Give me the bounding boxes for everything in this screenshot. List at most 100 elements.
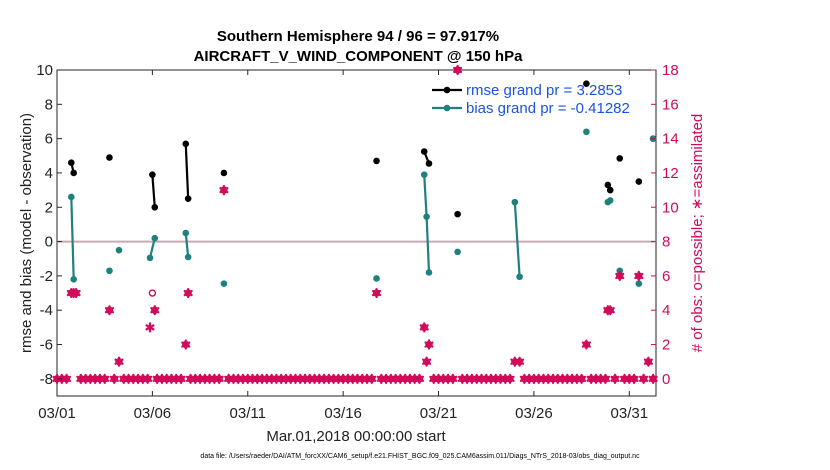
- x-tick-label: 03/06: [134, 405, 172, 422]
- bias-point: [606, 197, 614, 204]
- x-tick-label: 03/21: [420, 405, 458, 422]
- rmse-point: [420, 148, 428, 155]
- legend-marker-rmse: [443, 86, 451, 94]
- bias-line: [70, 196, 75, 280]
- y2-tick-label: 4: [662, 302, 670, 319]
- y2-tick-label: 12: [662, 165, 679, 182]
- rmse-point: [151, 203, 159, 211]
- bias-point: [70, 276, 77, 283]
- bias-point: [454, 248, 461, 256]
- obs-assimilated-star: [643, 356, 653, 367]
- bias-point: [146, 254, 154, 262]
- bias-point: [635, 280, 643, 287]
- rmse-point: [606, 186, 614, 194]
- chart-subtitle: AIRCRAFT_V_WIND_COMPONENT @ 150 hPa: [194, 48, 524, 65]
- y-tick-label: 0: [45, 234, 53, 251]
- y-axis-left: -8 -6 -4 -2 0 2 4 6 8 10: [36, 62, 62, 388]
- obs-assimilated-star: [515, 356, 525, 367]
- obs-assimilated-star: [61, 373, 72, 384]
- bias-point: [106, 267, 113, 275]
- obs-assimilated-star: [615, 270, 625, 281]
- bias-point: [220, 280, 228, 287]
- bias-point: [516, 273, 523, 281]
- y-tick-label: 2: [45, 199, 53, 216]
- rmse-point: [70, 169, 77, 177]
- obs-layer: [52, 64, 658, 384]
- y-tick-label: -2: [40, 268, 53, 285]
- legend: rmse grand pr = 3.2853 bias grand pr = -…: [432, 82, 630, 117]
- obs-assimilated-star: [581, 339, 591, 350]
- obs-assimilated-star: [150, 305, 160, 316]
- bias-point: [68, 193, 75, 201]
- obs-assimilated-star: [448, 373, 458, 384]
- rmse-point: [583, 80, 590, 88]
- y2-tick-label: 2: [662, 337, 670, 354]
- y2-tick-label: 8: [662, 234, 670, 251]
- bias-point: [511, 198, 519, 206]
- obs-assimilated-star: [629, 373, 639, 384]
- bias-point: [184, 253, 192, 261]
- obs-assimilated-star: [605, 305, 615, 316]
- x-tick-label: 03/11: [230, 405, 266, 422]
- x-tick-label: 03/16: [324, 405, 362, 422]
- bias-point: [115, 246, 123, 254]
- obs-assimilated-star: [577, 373, 587, 384]
- rmse-point: [604, 181, 612, 189]
- y2-tick-label: 18: [662, 62, 679, 79]
- obs-assimilated-star: [114, 356, 124, 367]
- legend-label-rmse: rmse grand pr = 3.2853: [466, 82, 622, 99]
- rmse-point: [220, 169, 228, 177]
- bias-line: [148, 237, 156, 259]
- y-tick-label: -8: [40, 371, 53, 388]
- series-layer: [68, 80, 657, 287]
- obs-possible-circle: [148, 289, 157, 297]
- y2-tick-label: 6: [662, 268, 670, 285]
- bias-point: [425, 269, 433, 276]
- y-axis-label: rmse and bias (model - observation): [18, 113, 35, 353]
- rmse-point: [149, 171, 156, 178]
- bias-point: [420, 171, 428, 178]
- rmse-point: [635, 178, 643, 185]
- y2-tick-label: 0: [662, 371, 670, 388]
- y-axis-right: 0 2 4 6 8 10 12 14 16 18: [651, 62, 679, 388]
- legend-marker-bias: [443, 104, 451, 112]
- y-tick-label: 6: [45, 131, 53, 148]
- obs-assimilated-star: [371, 287, 382, 299]
- obs-assimilated-star: [634, 270, 644, 281]
- obs-assimilated-star: [143, 373, 153, 384]
- rmse-point: [616, 155, 624, 162]
- x-tick-label: 03/31: [611, 405, 649, 422]
- plot-area: [56, 69, 657, 397]
- obs-assimilated-star: [181, 339, 191, 350]
- obs-assimilated-star: [414, 373, 425, 384]
- x-axis: 03/01 03/06 03/11 03/16 03/21 03/26 03/31: [38, 70, 648, 422]
- obs-assimilated-star: [453, 64, 463, 76]
- obs-assimilated-star: [145, 322, 155, 333]
- y2-tick-label: 16: [662, 96, 679, 113]
- obs-assimilated-star: [219, 185, 229, 196]
- rmse-point: [373, 157, 380, 165]
- legend-label-bias: bias grand pr = -0.41282: [466, 100, 630, 117]
- obs-assimilated-star: [109, 373, 119, 384]
- bias-line: [184, 232, 190, 258]
- y-tick-label: 4: [45, 165, 53, 182]
- rmse-point: [184, 195, 192, 202]
- obs-assimilated-star: [422, 356, 432, 367]
- bias-line: [513, 202, 521, 277]
- rmse-point: [68, 159, 75, 166]
- bias-point: [182, 229, 190, 237]
- bias-point: [583, 128, 590, 136]
- obs-assimilated-star: [176, 373, 186, 384]
- bias-point: [151, 234, 159, 242]
- rmse-line: [184, 143, 190, 199]
- obs-assimilated-star: [505, 373, 515, 384]
- rmse-point: [106, 154, 113, 161]
- bias-point: [373, 275, 380, 282]
- obs-assimilated-star: [100, 373, 110, 384]
- y-tick-label: -6: [40, 337, 53, 354]
- obs-assimilated-star: [367, 373, 377, 384]
- x-tick-label: 03/26: [515, 405, 553, 422]
- y-tick-label: -4: [40, 302, 53, 319]
- bias-point: [423, 213, 430, 220]
